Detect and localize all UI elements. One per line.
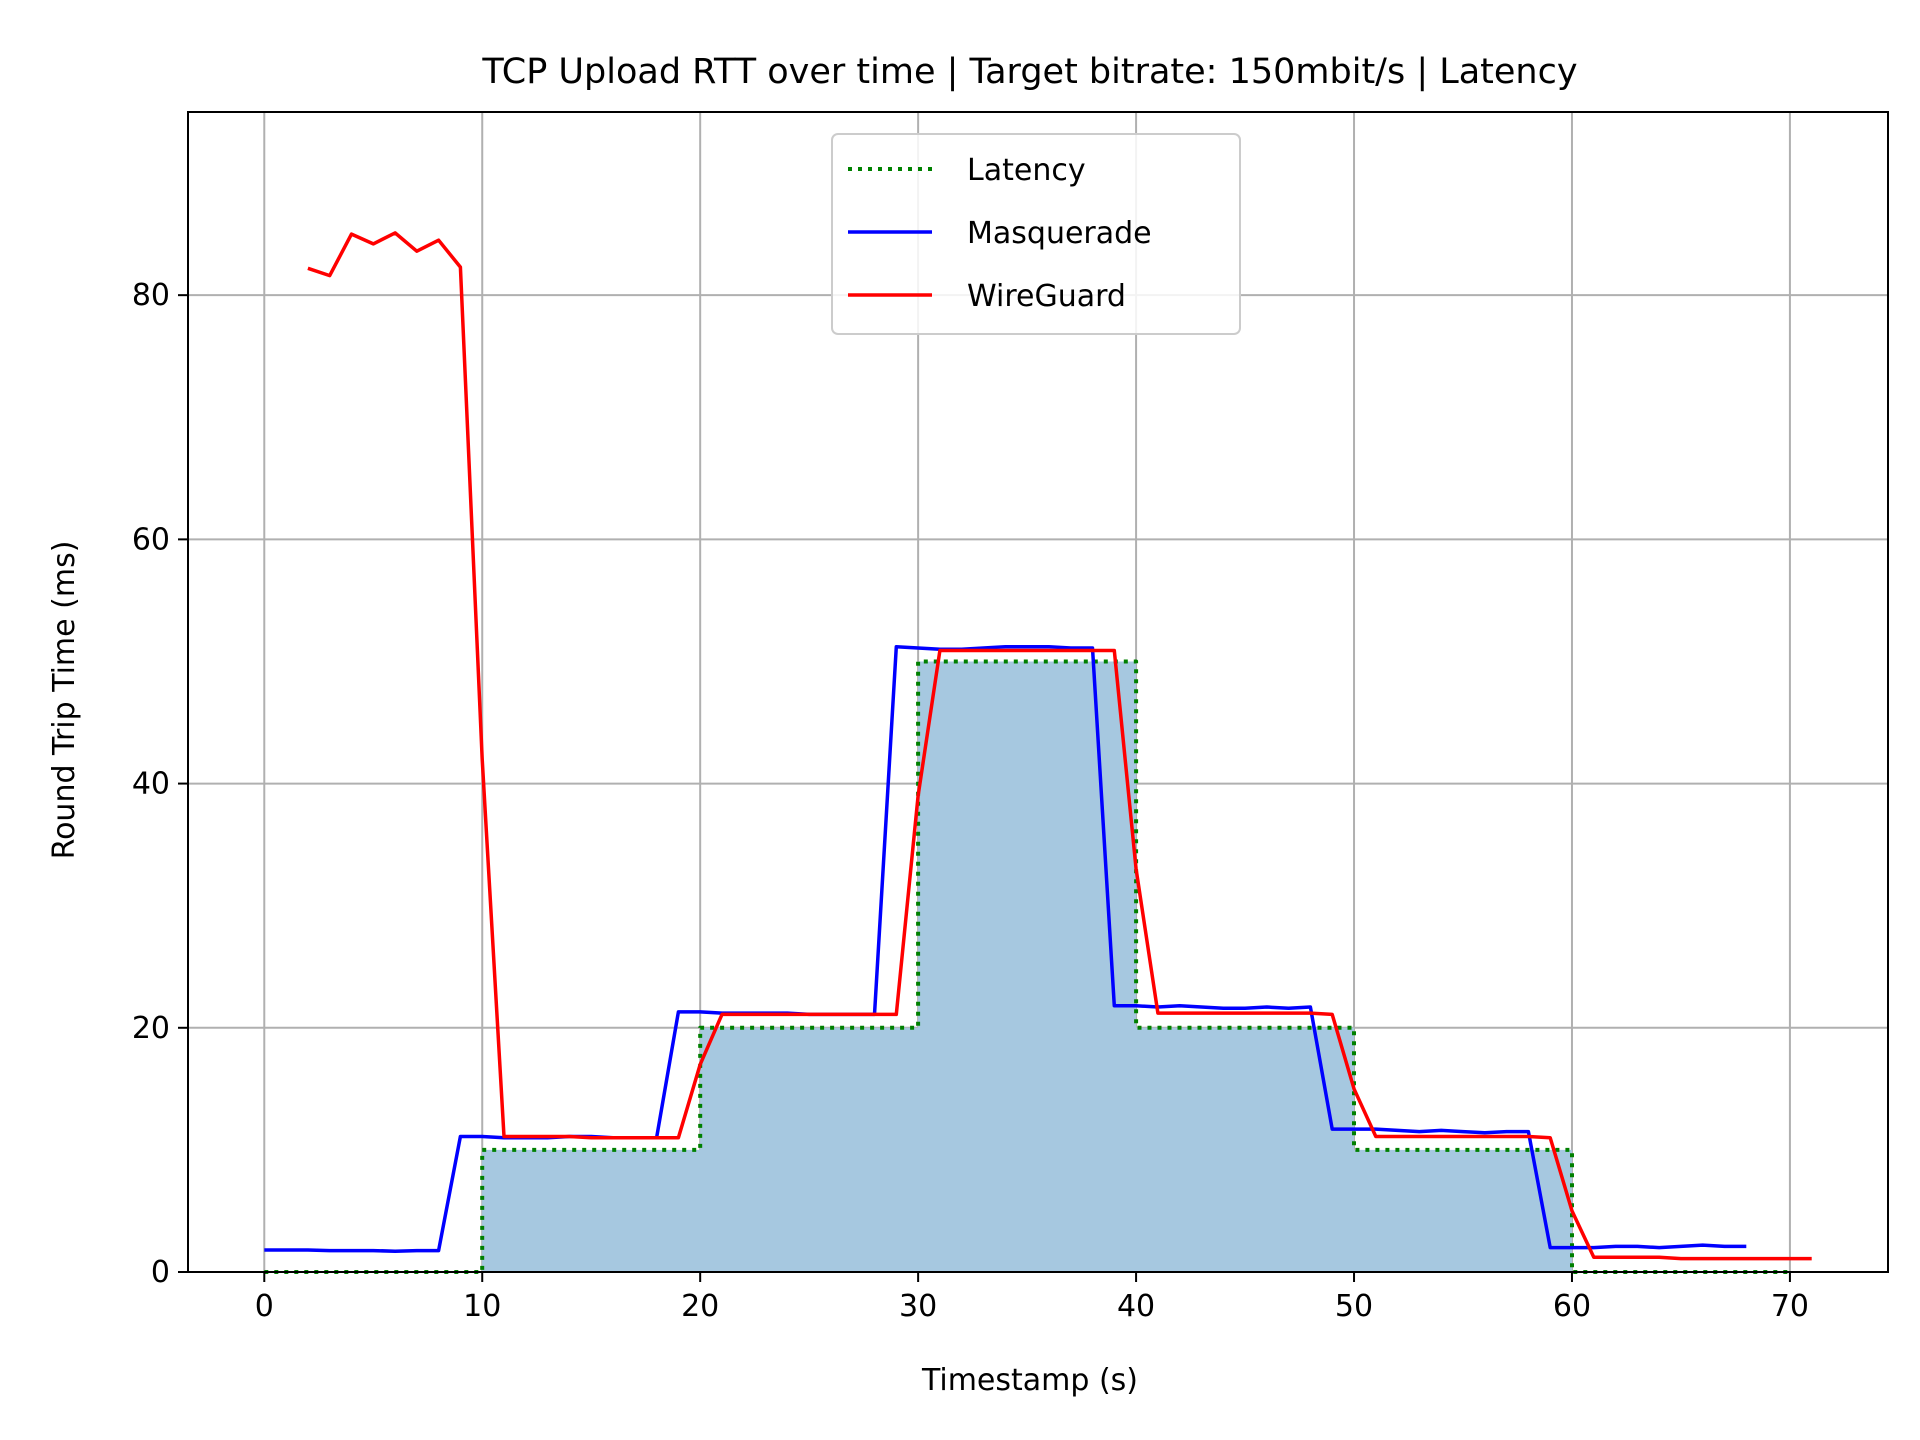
y-tick-label: 80 [132, 278, 170, 313]
legend: Latency Masquerade WireGuard [831, 133, 1241, 335]
y-tick-label: 0 [151, 1255, 170, 1290]
x-tick-label: 0 [255, 1289, 274, 1324]
chart-title: TCP Upload RTT over time | Target bitrat… [481, 52, 1577, 92]
legend-label-masquerade: Masquerade [967, 216, 1152, 251]
x-axis-label: Timestamp (s) [921, 1363, 1138, 1398]
series-line-latency [264, 659, 1790, 1274]
y-axis-label: Round Trip Time (ms) [47, 541, 82, 860]
series-layer [264, 231, 1812, 1274]
x-tick-label: 70 [1771, 1289, 1809, 1324]
legend-label-latency: Latency [967, 153, 1086, 188]
x-axis: 0 10 20 30 40 50 60 70 [255, 1272, 1809, 1324]
plot-area [187, 111, 1889, 1274]
latency-fill-area [264, 661, 1790, 1272]
legend-label-wireguard: WireGuard [967, 279, 1126, 314]
plot-frame [187, 111, 1889, 1273]
x-tick-label: 30 [899, 1289, 937, 1324]
y-tick-label: 60 [132, 522, 170, 557]
x-tick-label: 40 [1117, 1289, 1155, 1324]
y-axis: 0 20 40 60 80 [132, 278, 188, 1290]
y-tick-label: 20 [132, 1011, 170, 1046]
x-tick-label: 60 [1553, 1289, 1591, 1324]
x-tick-label: 20 [681, 1289, 719, 1324]
x-tick-label: 50 [1335, 1289, 1373, 1324]
x-tick-label: 10 [463, 1289, 501, 1324]
y-tick-label: 40 [132, 767, 170, 802]
legend-box [831, 133, 1241, 335]
series-line-wireguard [307, 231, 1812, 1261]
